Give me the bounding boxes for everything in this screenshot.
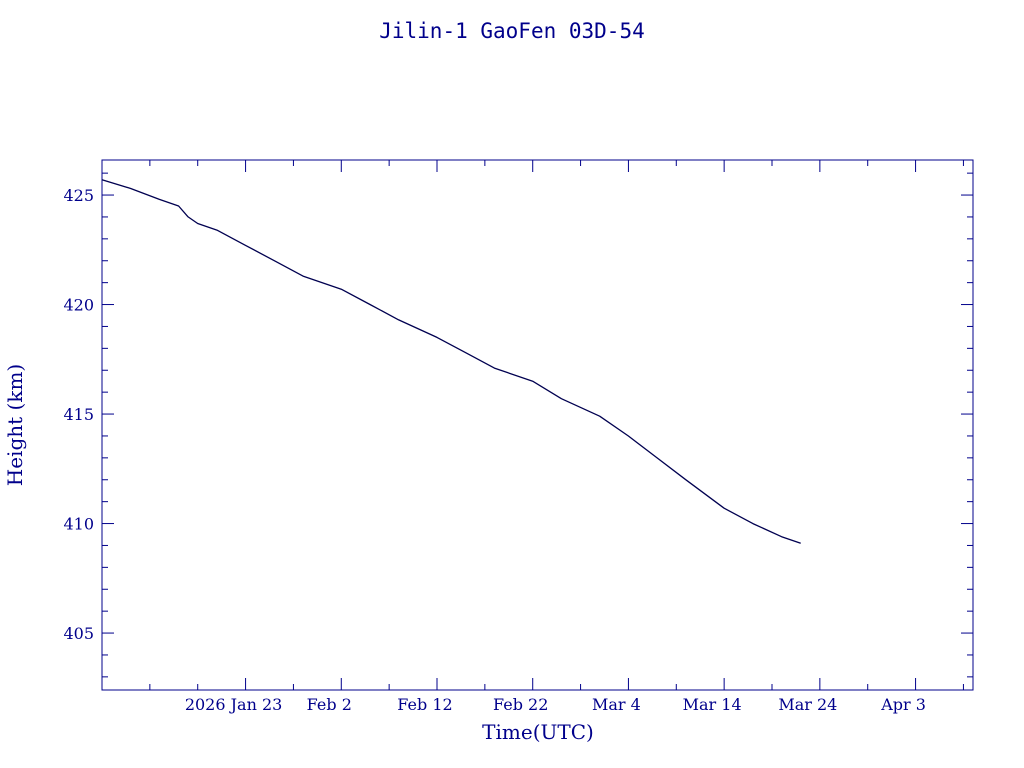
y-tick-label: 425	[63, 186, 94, 205]
x-tick-label: Feb 22	[493, 695, 548, 714]
plot-frame	[101, 159, 974, 691]
x-tick-label: Apr 3	[880, 695, 926, 714]
x-tick-label: Mar 4	[592, 695, 641, 714]
y-axis-label: Height (km)	[3, 364, 27, 486]
x-axis-ticks: 2026 Jan 23 Feb 2 Feb 12 Feb 22 Mar 4 Mar 14 M…	[101, 160, 964, 714]
x-axis-label: Time(UTC)	[482, 720, 594, 744]
x-tick-label: Mar 14	[683, 695, 742, 714]
x-tick-label: Feb 12	[397, 695, 452, 714]
chart-title: Jilin-1 GaoFen 03D-54	[379, 19, 645, 43]
x-tick-label: Mar 24	[778, 695, 837, 714]
height-series-line	[101, 179, 801, 544]
y-axis-ticks: 405 410 415 420 425	[63, 172, 973, 678]
y-tick-label: 410	[63, 515, 94, 534]
x-tick-label: Feb 2	[307, 695, 352, 714]
y-tick-label: 405	[63, 624, 94, 643]
x-tick-label: 2026 Jan 23	[185, 695, 283, 714]
y-tick-label: 415	[63, 405, 94, 424]
y-tick-label: 420	[63, 296, 94, 315]
series-layer	[101, 179, 801, 544]
